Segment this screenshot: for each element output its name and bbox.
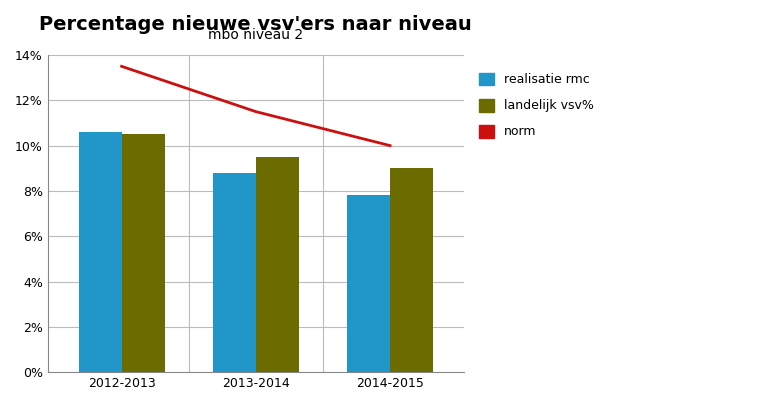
Bar	[122, 134, 165, 372]
Bar	[347, 196, 390, 372]
Bar	[213, 173, 256, 372]
Bar	[79, 132, 122, 372]
Bar	[390, 168, 433, 372]
Text: mbo niveau 2: mbo niveau 2	[208, 28, 303, 42]
Bar	[256, 157, 299, 372]
Legend: realisatie rmc, landelijk vsv%, norm: realisatie rmc, landelijk vsv%, norm	[474, 68, 599, 143]
Title: Percentage nieuwe vsv'ers naar niveau: Percentage nieuwe vsv'ers naar niveau	[39, 15, 472, 34]
